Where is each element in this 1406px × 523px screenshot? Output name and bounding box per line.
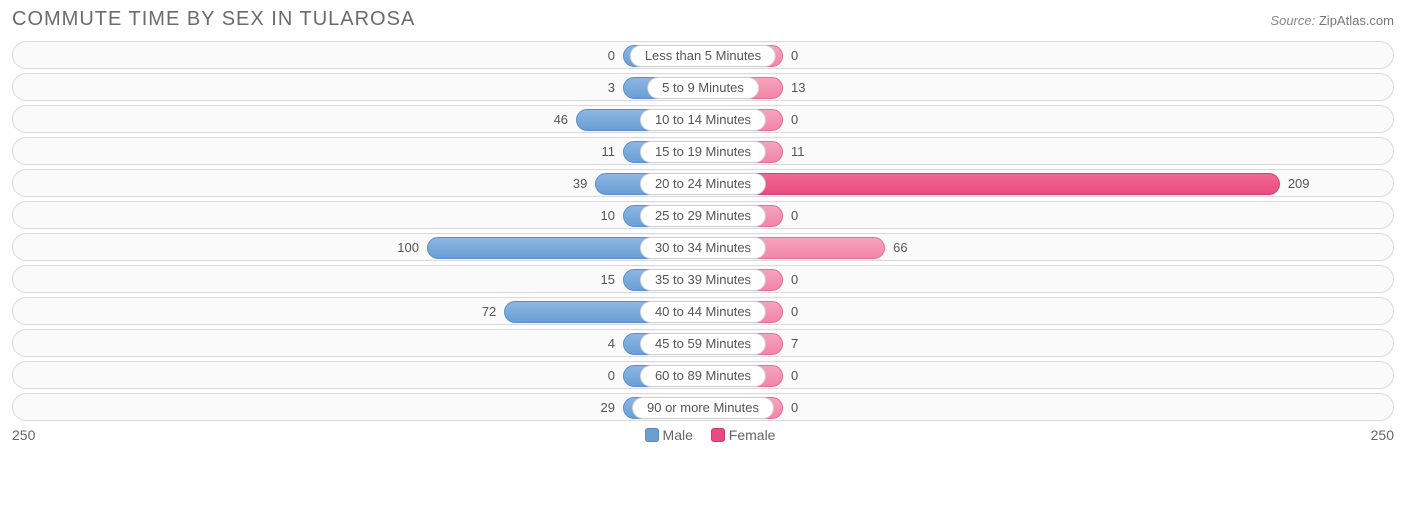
- category-label: 90 or more Minutes: [632, 397, 774, 419]
- legend-female-label: Female: [729, 427, 776, 443]
- chart-row: 39 209 20 to 24 Minutes: [12, 169, 1394, 197]
- category-label: 40 to 44 Minutes: [640, 301, 766, 323]
- male-value: 39: [573, 170, 587, 196]
- chart-row: 72 0 40 to 44 Minutes: [12, 297, 1394, 325]
- female-value: 0: [791, 298, 798, 324]
- chart-row: 15 0 35 to 39 Minutes: [12, 265, 1394, 293]
- chart-title: COMMUTE TIME BY SEX IN TULAROSA: [12, 8, 415, 31]
- chart-row: 11 11 15 to 19 Minutes: [12, 137, 1394, 165]
- legend-male-label: Male: [663, 427, 693, 443]
- axis-right-max: 250: [1371, 427, 1394, 443]
- chart-rows: 00Less than 5 Minutes3135 to 9 Minutes46…: [12, 41, 1394, 421]
- chart-row: 3 13 5 to 9 Minutes: [12, 73, 1394, 101]
- female-value: 209: [1288, 170, 1310, 196]
- female-value: 66: [893, 234, 907, 260]
- female-value: 0: [791, 394, 798, 420]
- category-label: 45 to 59 Minutes: [640, 333, 766, 355]
- male-value: 0: [608, 42, 615, 68]
- female-value: 0: [791, 106, 798, 132]
- source: Source: ZipAtlas.com: [1270, 13, 1394, 28]
- male-value: 10: [601, 202, 615, 228]
- category-label: 35 to 39 Minutes: [640, 269, 766, 291]
- male-value: 3: [608, 74, 615, 100]
- female-swatch: [711, 428, 725, 442]
- axis-left-max: 250: [12, 427, 35, 443]
- chart-container: COMMUTE TIME BY SEX IN TULAROSA Source: …: [0, 0, 1406, 447]
- male-value: 100: [397, 234, 419, 260]
- category-label: 30 to 34 Minutes: [640, 237, 766, 259]
- chart-row: 100 66 30 to 34 Minutes: [12, 233, 1394, 261]
- male-swatch: [645, 428, 659, 442]
- female-value: 11: [791, 138, 805, 164]
- female-value: 13: [791, 74, 805, 100]
- male-value: 0: [608, 362, 615, 388]
- female-value: 0: [791, 202, 798, 228]
- chart-row: 10 0 25 to 29 Minutes: [12, 201, 1394, 229]
- category-label: 60 to 89 Minutes: [640, 365, 766, 387]
- male-value: 29: [601, 394, 615, 420]
- source-label: Source:: [1270, 13, 1315, 28]
- category-label: 10 to 14 Minutes: [640, 109, 766, 131]
- legend: Male Female: [35, 427, 1370, 443]
- female-value: 7: [791, 330, 798, 356]
- male-value: 4: [608, 330, 615, 356]
- male-value: 72: [482, 298, 496, 324]
- chart-row: 46 0 10 to 14 Minutes: [12, 105, 1394, 133]
- source-value: ZipAtlas.com: [1319, 13, 1394, 28]
- chart-row: 0 0 60 to 89 Minutes: [12, 361, 1394, 389]
- footer: 250 Male Female 250: [12, 427, 1394, 443]
- male-value: 15: [601, 266, 615, 292]
- category-label: 20 to 24 Minutes: [640, 173, 766, 195]
- female-value: 0: [791, 362, 798, 388]
- chart-row: 0 0 Less than 5 Minutes: [12, 41, 1394, 69]
- male-value: 46: [554, 106, 568, 132]
- category-label: Less than 5 Minutes: [630, 45, 776, 67]
- header: COMMUTE TIME BY SEX IN TULAROSA Source: …: [12, 8, 1394, 31]
- chart-row: 4 7 45 to 59 Minutes: [12, 329, 1394, 357]
- female-value: 0: [791, 266, 798, 292]
- female-value: 0: [791, 42, 798, 68]
- female-bar: [703, 173, 1280, 195]
- category-label: 15 to 19 Minutes: [640, 141, 766, 163]
- category-label: 25 to 29 Minutes: [640, 205, 766, 227]
- male-value: 11: [602, 138, 616, 164]
- chart-row: 29 0 90 or more Minutes: [12, 393, 1394, 421]
- category-label: 5 to 9 Minutes: [647, 77, 759, 99]
